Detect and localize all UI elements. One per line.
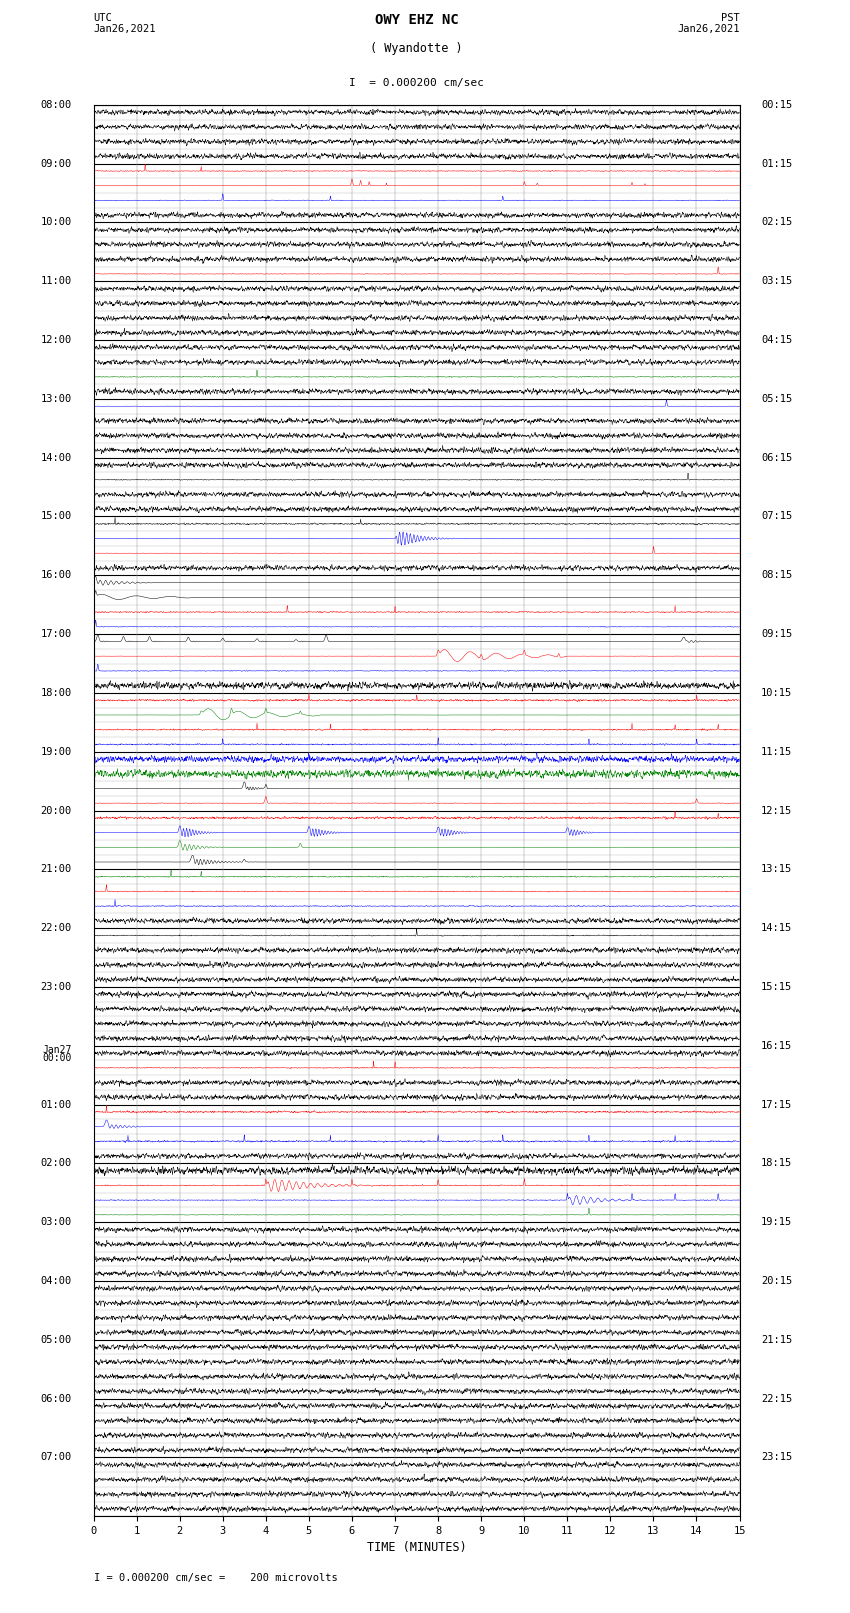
- Text: 05:00: 05:00: [41, 1336, 72, 1345]
- Text: 07:15: 07:15: [761, 511, 792, 521]
- Text: 13:00: 13:00: [41, 394, 72, 403]
- Text: 20:15: 20:15: [761, 1276, 792, 1286]
- Text: 12:00: 12:00: [41, 336, 72, 345]
- Text: UTC
Jan26,2021: UTC Jan26,2021: [94, 13, 156, 34]
- Text: 22:00: 22:00: [41, 923, 72, 934]
- Text: 06:00: 06:00: [41, 1394, 72, 1403]
- Text: 17:00: 17:00: [41, 629, 72, 639]
- Text: 01:00: 01:00: [41, 1100, 72, 1110]
- Text: 01:15: 01:15: [761, 158, 792, 169]
- X-axis label: TIME (MINUTES): TIME (MINUTES): [366, 1542, 467, 1555]
- Text: 11:15: 11:15: [761, 747, 792, 756]
- Text: 02:15: 02:15: [761, 218, 792, 227]
- Text: 04:15: 04:15: [761, 336, 792, 345]
- Text: 10:00: 10:00: [41, 218, 72, 227]
- Text: 00:15: 00:15: [761, 100, 792, 110]
- Text: 08:00: 08:00: [41, 100, 72, 110]
- Text: 05:15: 05:15: [761, 394, 792, 403]
- Text: 00:00: 00:00: [42, 1053, 72, 1063]
- Text: Jan27: Jan27: [42, 1045, 72, 1055]
- Text: 08:15: 08:15: [761, 571, 792, 581]
- Text: PST
Jan26,2021: PST Jan26,2021: [677, 13, 740, 34]
- Text: 12:15: 12:15: [761, 805, 792, 816]
- Text: 22:15: 22:15: [761, 1394, 792, 1403]
- Text: 03:00: 03:00: [41, 1218, 72, 1227]
- Text: 07:00: 07:00: [41, 1452, 72, 1463]
- Text: 10:15: 10:15: [761, 687, 792, 698]
- Text: 18:00: 18:00: [41, 687, 72, 698]
- Text: 21:00: 21:00: [41, 865, 72, 874]
- Text: 14:15: 14:15: [761, 923, 792, 934]
- Text: 16:00: 16:00: [41, 571, 72, 581]
- Text: 23:00: 23:00: [41, 982, 72, 992]
- Text: OWY EHZ NC: OWY EHZ NC: [375, 13, 458, 27]
- Text: 13:15: 13:15: [761, 865, 792, 874]
- Text: I  = 0.000200 cm/sec: I = 0.000200 cm/sec: [349, 77, 484, 87]
- Text: 06:15: 06:15: [761, 453, 792, 463]
- Text: 20:00: 20:00: [41, 805, 72, 816]
- Text: I = 0.000200 cm/sec =    200 microvolts: I = 0.000200 cm/sec = 200 microvolts: [94, 1573, 337, 1582]
- Text: 11:00: 11:00: [41, 276, 72, 286]
- Text: 17:15: 17:15: [761, 1100, 792, 1110]
- Text: 14:00: 14:00: [41, 453, 72, 463]
- Text: 03:15: 03:15: [761, 276, 792, 286]
- Text: 23:15: 23:15: [761, 1452, 792, 1463]
- Text: 15:15: 15:15: [761, 982, 792, 992]
- Text: 02:00: 02:00: [41, 1158, 72, 1168]
- Text: 21:15: 21:15: [761, 1336, 792, 1345]
- Text: 18:15: 18:15: [761, 1158, 792, 1168]
- Text: ( Wyandotte ): ( Wyandotte ): [371, 42, 462, 55]
- Text: 09:00: 09:00: [41, 158, 72, 169]
- Text: 04:00: 04:00: [41, 1276, 72, 1286]
- Text: 09:15: 09:15: [761, 629, 792, 639]
- Text: 16:15: 16:15: [761, 1040, 792, 1050]
- Text: 15:00: 15:00: [41, 511, 72, 521]
- Text: 19:00: 19:00: [41, 747, 72, 756]
- Text: 19:15: 19:15: [761, 1218, 792, 1227]
